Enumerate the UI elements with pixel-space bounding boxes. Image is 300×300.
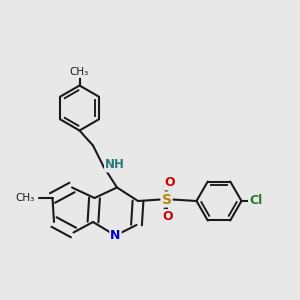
Text: S: S xyxy=(161,193,172,206)
Text: O: O xyxy=(163,210,173,223)
Text: O: O xyxy=(164,176,175,190)
Text: NH: NH xyxy=(105,158,125,172)
Text: CH₃: CH₃ xyxy=(70,67,89,77)
Text: Cl: Cl xyxy=(249,194,262,208)
Text: CH₃: CH₃ xyxy=(15,193,34,203)
Text: N: N xyxy=(110,229,121,242)
